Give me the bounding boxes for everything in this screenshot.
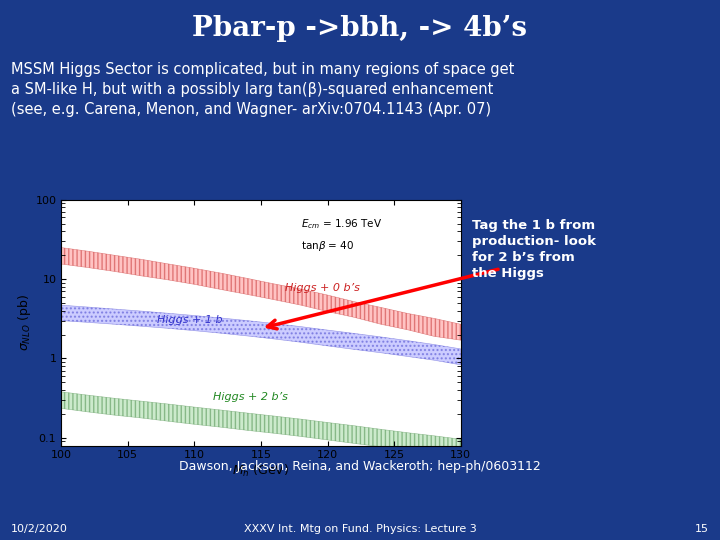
Text: Dawson, Jackson, Reina, and Wackeroth; hep-ph/0603112: Dawson, Jackson, Reina, and Wackeroth; h… xyxy=(179,460,541,473)
Text: XXXV Int. Mtg on Fund. Physics: Lecture 3: XXXV Int. Mtg on Fund. Physics: Lecture … xyxy=(243,523,477,534)
Text: tan$\beta$ = 40: tan$\beta$ = 40 xyxy=(301,239,354,253)
X-axis label: $M_h$ (GeV): $M_h$ (GeV) xyxy=(233,463,289,479)
Text: Pbar-p ->bbh, -> 4b’s: Pbar-p ->bbh, -> 4b’s xyxy=(192,15,528,42)
Text: Tag the 1 b from
production- look
for 2 b’s from
the Higgs: Tag the 1 b from production- look for 2 … xyxy=(472,219,595,280)
Text: $E_{cm}$ = 1.96 TeV: $E_{cm}$ = 1.96 TeV xyxy=(301,217,382,231)
Text: 15: 15 xyxy=(696,523,709,534)
Text: Higgs + 1 b: Higgs + 1 b xyxy=(157,315,222,325)
Text: 10/2/2020: 10/2/2020 xyxy=(11,523,68,534)
Text: Higgs + 2 b’s: Higgs + 2 b’s xyxy=(213,392,288,402)
Text: MSSM Higgs Sector is complicated, but in many regions of space get
a SM-like H, : MSSM Higgs Sector is complicated, but in… xyxy=(11,62,514,117)
Text: Higgs + 0 b’s: Higgs + 0 b’s xyxy=(285,283,360,293)
Y-axis label: $\sigma_{NLO}$ (pb): $\sigma_{NLO}$ (pb) xyxy=(16,294,32,351)
